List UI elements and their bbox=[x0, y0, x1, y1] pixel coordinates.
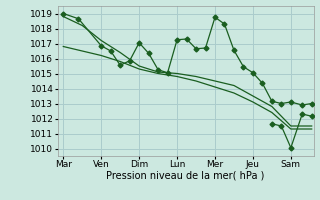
X-axis label: Pression niveau de la mer( hPa ): Pression niveau de la mer( hPa ) bbox=[107, 171, 265, 181]
